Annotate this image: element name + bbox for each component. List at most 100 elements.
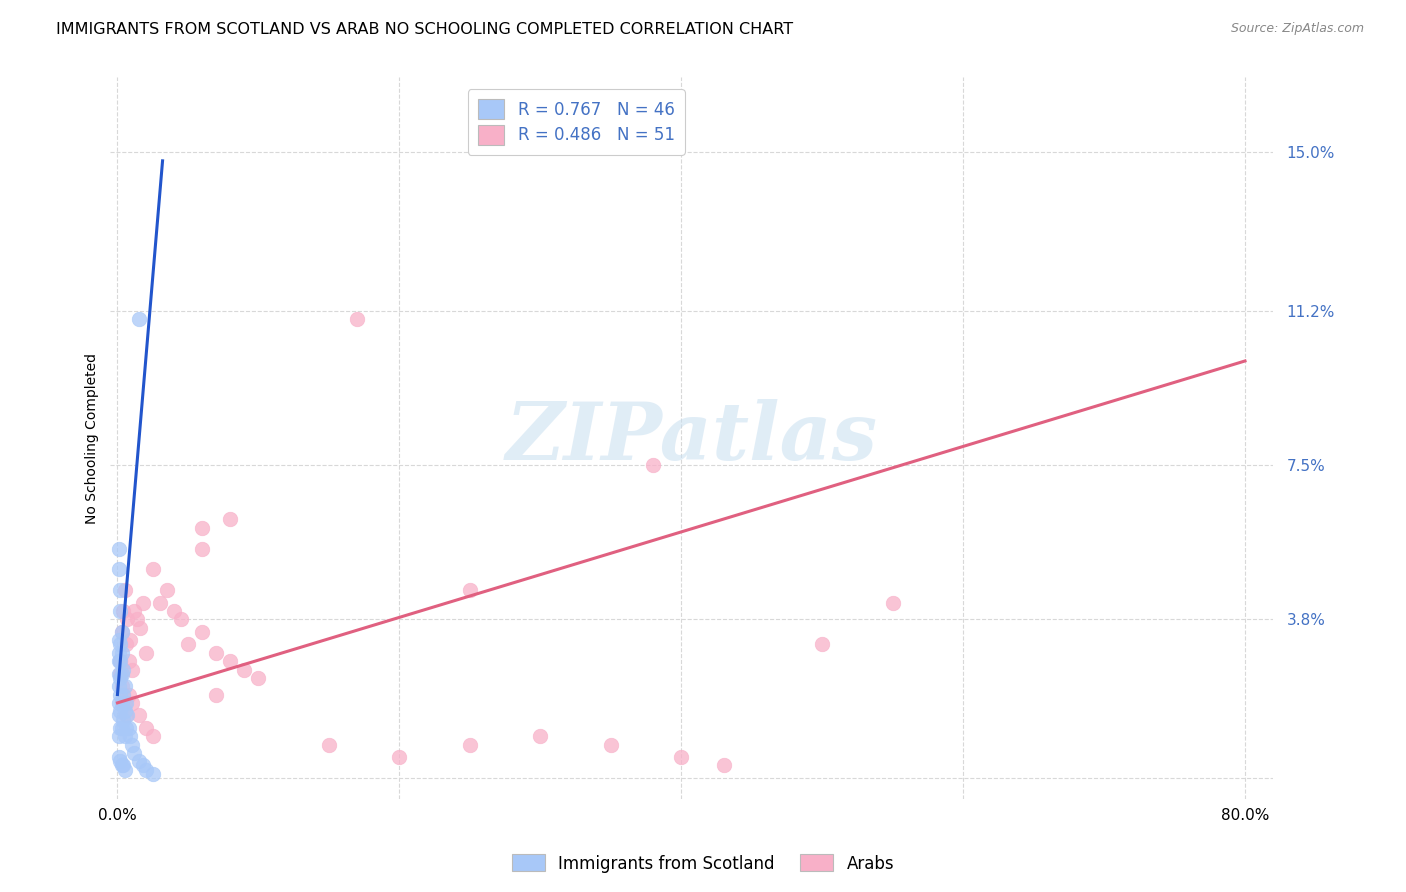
Point — [121, 663, 143, 677]
Point — [114, 763, 136, 777]
Point — [110, 754, 132, 768]
Point — [191, 541, 214, 556]
Point — [205, 646, 228, 660]
Point — [112, 713, 135, 727]
Point — [108, 541, 131, 556]
Point — [108, 708, 131, 723]
Point — [112, 604, 135, 618]
Point — [177, 638, 200, 652]
Point — [118, 721, 141, 735]
Point — [111, 666, 134, 681]
Point — [114, 704, 136, 718]
Point — [111, 624, 134, 639]
Point — [121, 696, 143, 710]
Point — [108, 750, 131, 764]
Point — [117, 708, 139, 723]
Point — [108, 729, 131, 743]
Point — [118, 688, 141, 702]
Point — [115, 721, 138, 735]
Point — [458, 738, 481, 752]
Point — [120, 633, 142, 648]
Point — [191, 624, 214, 639]
Point — [529, 729, 551, 743]
Point — [458, 583, 481, 598]
Point — [108, 646, 131, 660]
Point — [110, 638, 132, 652]
Text: IMMIGRANTS FROM SCOTLAND VS ARAB NO SCHOOLING COMPLETED CORRELATION CHART: IMMIGRANTS FROM SCOTLAND VS ARAB NO SCHO… — [56, 22, 793, 37]
Point — [129, 621, 152, 635]
Text: Source: ZipAtlas.com: Source: ZipAtlas.com — [1230, 22, 1364, 36]
Point — [149, 596, 172, 610]
Point — [128, 708, 150, 723]
Point — [111, 721, 134, 735]
Point — [108, 562, 131, 576]
Point — [142, 766, 165, 780]
Point — [233, 663, 256, 677]
Point — [219, 512, 242, 526]
Point — [110, 704, 132, 718]
Point — [170, 612, 193, 626]
Point — [128, 312, 150, 326]
Point — [115, 638, 138, 652]
Point — [114, 696, 136, 710]
Point — [111, 679, 134, 693]
Point — [671, 750, 693, 764]
Point — [114, 679, 136, 693]
Point — [110, 583, 132, 598]
Point — [120, 729, 142, 743]
Point — [599, 738, 621, 752]
Point — [318, 738, 340, 752]
Point — [117, 612, 139, 626]
Point — [346, 312, 368, 326]
Point — [388, 750, 411, 764]
Point — [115, 696, 138, 710]
Point — [108, 696, 131, 710]
Point — [108, 654, 131, 668]
Point — [112, 688, 135, 702]
Point — [127, 612, 149, 626]
Point — [110, 604, 132, 618]
Point — [191, 521, 214, 535]
Point — [135, 646, 157, 660]
Point — [713, 758, 735, 772]
Point — [112, 663, 135, 677]
Point — [115, 708, 138, 723]
Point — [135, 721, 157, 735]
Point — [882, 596, 904, 610]
Point — [135, 763, 157, 777]
Point — [110, 654, 132, 668]
Point — [156, 583, 179, 598]
Legend: R = 0.767   N = 46, R = 0.486   N = 51: R = 0.767 N = 46, R = 0.486 N = 51 — [468, 89, 685, 154]
Point — [108, 666, 131, 681]
Point — [124, 604, 146, 618]
Point — [110, 666, 132, 681]
Point — [142, 729, 165, 743]
Legend: Immigrants from Scotland, Arabs: Immigrants from Scotland, Arabs — [505, 847, 901, 880]
Point — [811, 638, 834, 652]
Point — [111, 624, 134, 639]
Point — [110, 688, 132, 702]
Point — [205, 688, 228, 702]
Point — [108, 633, 131, 648]
Point — [110, 654, 132, 668]
Point — [128, 754, 150, 768]
Point — [111, 758, 134, 772]
Point — [121, 738, 143, 752]
Point — [118, 654, 141, 668]
Point — [111, 646, 134, 660]
Text: ZIPatlas: ZIPatlas — [506, 400, 877, 477]
Point — [112, 688, 135, 702]
Point — [142, 562, 165, 576]
Point — [219, 654, 242, 668]
Point — [163, 604, 186, 618]
Point — [110, 721, 132, 735]
Point — [114, 583, 136, 598]
Point — [124, 746, 146, 760]
Point — [132, 596, 155, 610]
Point — [247, 671, 270, 685]
Point — [111, 696, 134, 710]
Point — [110, 671, 132, 685]
Point — [114, 729, 136, 743]
Point — [132, 758, 155, 772]
Y-axis label: No Schooling Completed: No Schooling Completed — [86, 352, 100, 524]
